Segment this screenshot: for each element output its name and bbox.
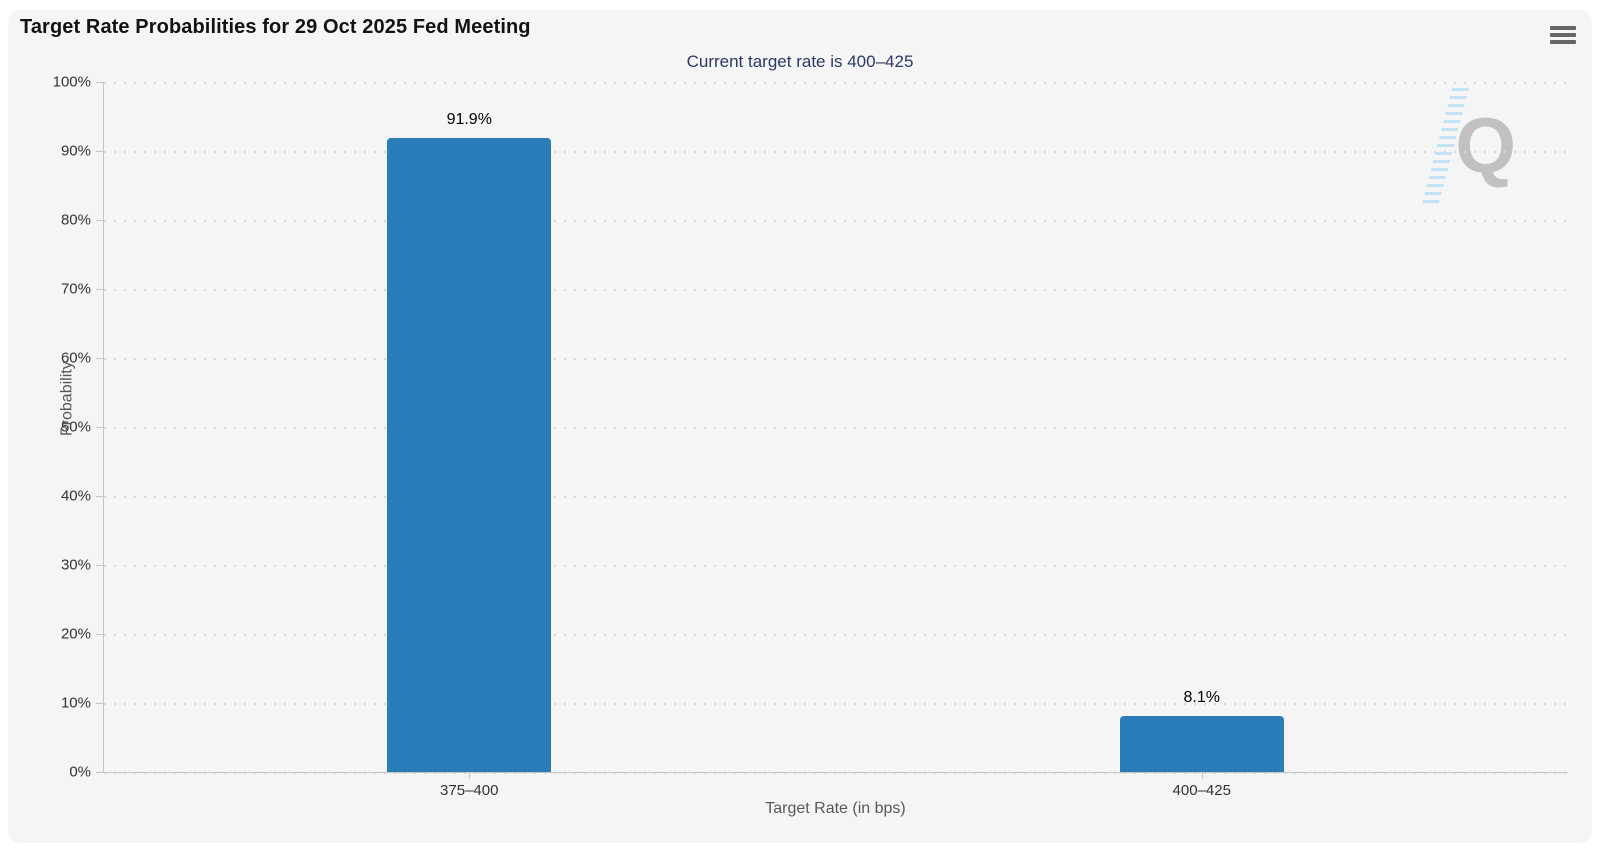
y-axis-title: Probability	[58, 361, 76, 436]
gridline	[104, 565, 1568, 567]
plot-area: 100% 90% 80% 70% 60% 50% 40% 30% 20% 10%…	[53, 74, 1568, 799]
gridline	[104, 703, 1568, 705]
y-axis-tick	[96, 82, 103, 83]
x-axis-category-label: 400–425	[1172, 782, 1231, 799]
y-axis-tick	[96, 220, 103, 221]
bar-group-375-400: 91.9%	[387, 82, 552, 772]
hamburger-menu-icon[interactable]	[1546, 20, 1580, 50]
bar-value-label: 91.9%	[446, 110, 492, 128]
gridline	[104, 358, 1568, 360]
y-axis-tick-label: 70%	[60, 280, 91, 298]
gridline	[104, 289, 1568, 291]
x-axis-title: Target Rate (in bps)	[765, 800, 906, 817]
gridline	[104, 427, 1568, 429]
y-axis-tick-label: 80%	[60, 211, 91, 229]
x-axis-tick	[1201, 772, 1203, 779]
menu-bar	[1550, 40, 1576, 44]
gridline	[104, 772, 1568, 774]
chart-subtitle: Current target rate is 400–425	[686, 52, 914, 71]
y-axis-tick	[96, 496, 103, 497]
y-axis-tick-label: 30%	[60, 556, 91, 574]
y-axis-tick	[96, 703, 103, 704]
bar-value-label: 8.1%	[1183, 689, 1220, 707]
y-axis-line	[103, 82, 104, 772]
gridline	[104, 634, 1568, 636]
y-axis-tick-label: 50%	[60, 418, 91, 436]
y-axis-tick-label: 100%	[52, 73, 91, 91]
y-axis-tick-label: 40%	[60, 487, 91, 505]
gridline	[104, 82, 1568, 84]
x-axis-tick	[469, 772, 471, 779]
menu-bar	[1550, 26, 1576, 30]
y-axis-tick-label: 90%	[60, 142, 91, 160]
gridline	[104, 496, 1568, 498]
y-axis-tick	[96, 289, 103, 290]
x-axis-category-label: 375–400	[440, 782, 499, 799]
y-axis-tick-label: 20%	[60, 625, 91, 643]
y-axis-tick	[96, 358, 103, 359]
bar-375-400[interactable]	[387, 137, 552, 772]
y-axis-tick	[96, 427, 103, 428]
y-axis-tick-label: 0%	[69, 763, 91, 781]
chart-title: Target Rate Probabilities for 29 Oct 202…	[20, 16, 531, 38]
gridline	[104, 220, 1568, 222]
y-axis-tick-label: 10%	[60, 694, 91, 712]
bar-400-425[interactable]	[1119, 716, 1284, 772]
y-axis-tick-label: 60%	[60, 349, 91, 367]
gridline	[104, 151, 1568, 153]
x-axis-line	[103, 772, 1568, 773]
chart-panel: Target Rate Probabilities for 29 Oct 202…	[8, 10, 1592, 843]
y-axis-tick	[96, 151, 103, 152]
y-axis-tick	[96, 634, 103, 635]
y-axis-tick	[96, 772, 103, 773]
menu-bar	[1550, 33, 1576, 37]
y-axis-tick	[96, 565, 103, 566]
bar-group-400-425: 8.1%	[1119, 82, 1284, 772]
